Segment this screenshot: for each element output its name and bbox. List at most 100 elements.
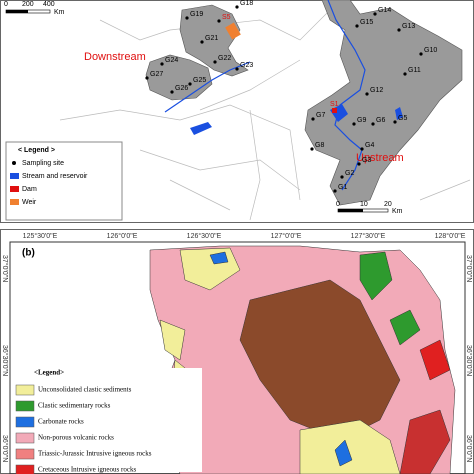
region-label: Downstream: [84, 51, 146, 63]
weir-marker: [225, 22, 241, 40]
latitude-label: 36°0'0"N: [465, 435, 473, 462]
site-label: G14: [378, 7, 391, 14]
site-dot: [403, 72, 407, 76]
site-label: G7: [316, 112, 325, 119]
site-label: G12: [370, 87, 383, 94]
site-dot: [185, 16, 189, 20]
legend-item: Sampling site: [22, 160, 64, 167]
scale-bar: [5, 9, 51, 14]
site-dot: [355, 24, 359, 28]
site-label: G27: [150, 71, 163, 78]
site-label: G3: [362, 157, 371, 164]
site-dot: [371, 122, 375, 126]
site-label: G11: [408, 67, 421, 74]
scale-tick: 400: [43, 1, 55, 8]
site-label: G10: [424, 47, 437, 54]
legend-swatch: [15, 416, 35, 428]
longitude-label: 128°0'0"E: [435, 232, 466, 240]
site-label: G21: [205, 35, 218, 42]
site-label: G9: [357, 117, 366, 124]
site-dot: [373, 12, 377, 16]
legend-swatch: [15, 448, 35, 460]
site-dot: [170, 90, 174, 94]
legend-swatch: [12, 161, 16, 165]
latitude-label: 37°0'0"N: [465, 255, 473, 282]
sites: G19 G18 S5 G21 G22 G23 G24 G25 G26 G27 G14 G15 G13 G1…: [145, 0, 437, 193]
longitude-label: 127°0'0"E: [271, 232, 302, 240]
legend-item: Non-porous volcanic rocks: [38, 434, 114, 442]
site-dot: [365, 92, 369, 96]
longitude-label: 126°0'0"E: [107, 232, 138, 240]
legend-swatch: [10, 186, 19, 192]
site-dot: [340, 175, 344, 179]
site-dot: [235, 5, 239, 9]
legend-title: < Legend >: [18, 147, 55, 154]
site-label: G23: [240, 62, 253, 69]
longitude-label: 125°30'0"E: [23, 232, 58, 240]
scale-tick: 0: [4, 1, 8, 8]
latitude-label: 36°30'0"N: [465, 345, 473, 376]
site-label: G18: [240, 0, 253, 7]
scale-tick: 10: [360, 201, 368, 208]
site-label: G15: [360, 19, 373, 26]
legend-swatch: [10, 199, 19, 205]
latitude-label: 36°0'0"N: [1, 435, 9, 462]
legend-item: Stream and reservoir: [22, 173, 88, 180]
legend-item: Dam: [22, 186, 37, 193]
latitude-label: 36°30'0"N: [1, 345, 9, 376]
site-label: G5: [398, 115, 407, 122]
site-dot: [352, 122, 356, 126]
longitude-label: 127°30'0"E: [351, 232, 386, 240]
site-label: S5: [222, 14, 231, 21]
site-label: G24: [165, 57, 178, 64]
site-dot: [188, 82, 192, 86]
legend-title: <Legend>: [34, 369, 64, 377]
site-label: G2: [345, 170, 354, 177]
scale-tick: 20: [384, 201, 392, 208]
site-dot: [310, 147, 314, 151]
legend-swatch: [15, 432, 35, 444]
legend-swatch: [15, 464, 35, 474]
legend-box: [5, 141, 123, 221]
legend-box: [12, 368, 202, 472]
geology: [149, 245, 456, 474]
site-dot: [160, 62, 164, 66]
watershed-areas: [145, 0, 463, 206]
site-dot: [235, 67, 239, 71]
site-dot: [213, 60, 217, 64]
latitude-label: 37°0'0"N: [1, 255, 9, 282]
legend-swatch: [15, 384, 35, 396]
legend-item: Triassic-Jurassic Intrusive igneous rock…: [38, 450, 152, 458]
site-label: G22: [218, 55, 231, 62]
legend-item: Unconsolidated clastic sediments: [38, 386, 132, 394]
site-label: G25: [193, 77, 206, 84]
scale-bar: [338, 209, 363, 212]
legend-swatch: [10, 173, 19, 179]
legend-item: Carbonate rocks: [38, 418, 84, 426]
site-dot: [217, 19, 221, 23]
site-dot: [200, 40, 204, 44]
scale-unit: Km: [54, 9, 65, 16]
longitude-label: 126°30'0"E: [187, 232, 222, 240]
legend-item: Clastic sedimentary rocks: [38, 402, 111, 410]
dam-marker: [332, 108, 337, 113]
site-label: G8: [315, 142, 324, 149]
site-dot: [360, 147, 364, 151]
legend-item: Cretaceous Intrusive igneous rocks: [38, 466, 136, 474]
scale-tick: 0: [336, 201, 340, 208]
site-label: G13: [402, 23, 415, 30]
map-frame: [9, 241, 466, 474]
site-label: G19: [190, 11, 203, 18]
site-label: G26: [175, 85, 188, 92]
site-label: S1: [330, 101, 339, 108]
scale-unit: Km: [392, 208, 403, 215]
site-dot: [357, 162, 361, 166]
panel-label: (b): [22, 248, 35, 259]
site-dot: [145, 76, 149, 80]
site-label: G1: [338, 184, 347, 191]
site-dot: [393, 120, 397, 124]
region-label: Upstream: [356, 152, 404, 164]
site-dot: [333, 189, 337, 193]
site-label: G4: [365, 142, 374, 149]
